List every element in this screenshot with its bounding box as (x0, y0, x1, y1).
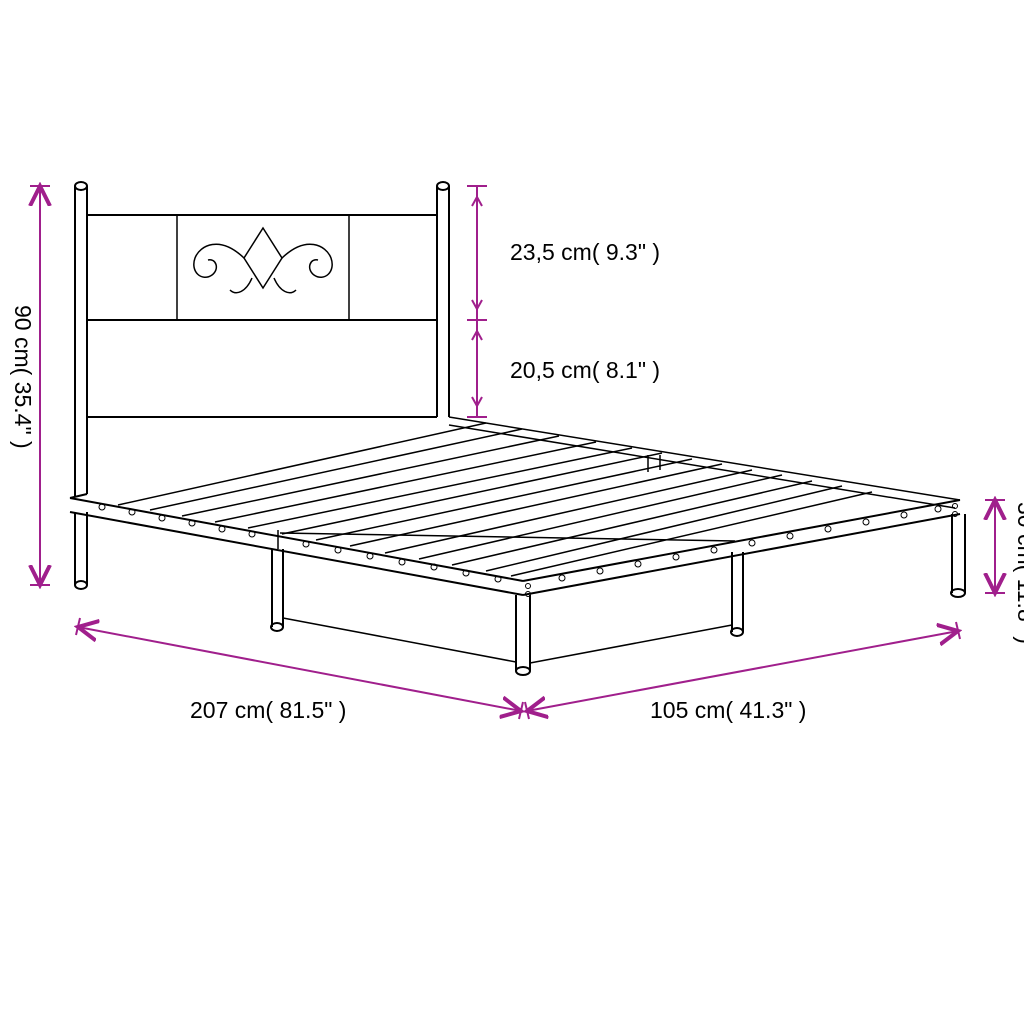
bed-frame-diagram: 90 cm( 35.4" ) 23,5 cm( 9.3" ) 20,5 cm( … (0, 0, 1024, 1024)
side-rail-rivets (99, 504, 941, 582)
label-length: 207 cm( 81.5" ) (190, 697, 346, 723)
bed-slats (118, 423, 872, 576)
label-headboard-top: 23,5 cm( 9.3" ) (510, 239, 660, 265)
label-width: 105 cm( 41.3" ) (650, 697, 806, 723)
headboard-ornament (194, 228, 332, 293)
label-leg-height: 30 cm( 11.8" ) (1013, 502, 1024, 644)
label-headboard-mid: 20,5 cm( 8.1" ) (510, 357, 660, 383)
label-height-total: 90 cm( 35.4" ) (10, 305, 36, 449)
